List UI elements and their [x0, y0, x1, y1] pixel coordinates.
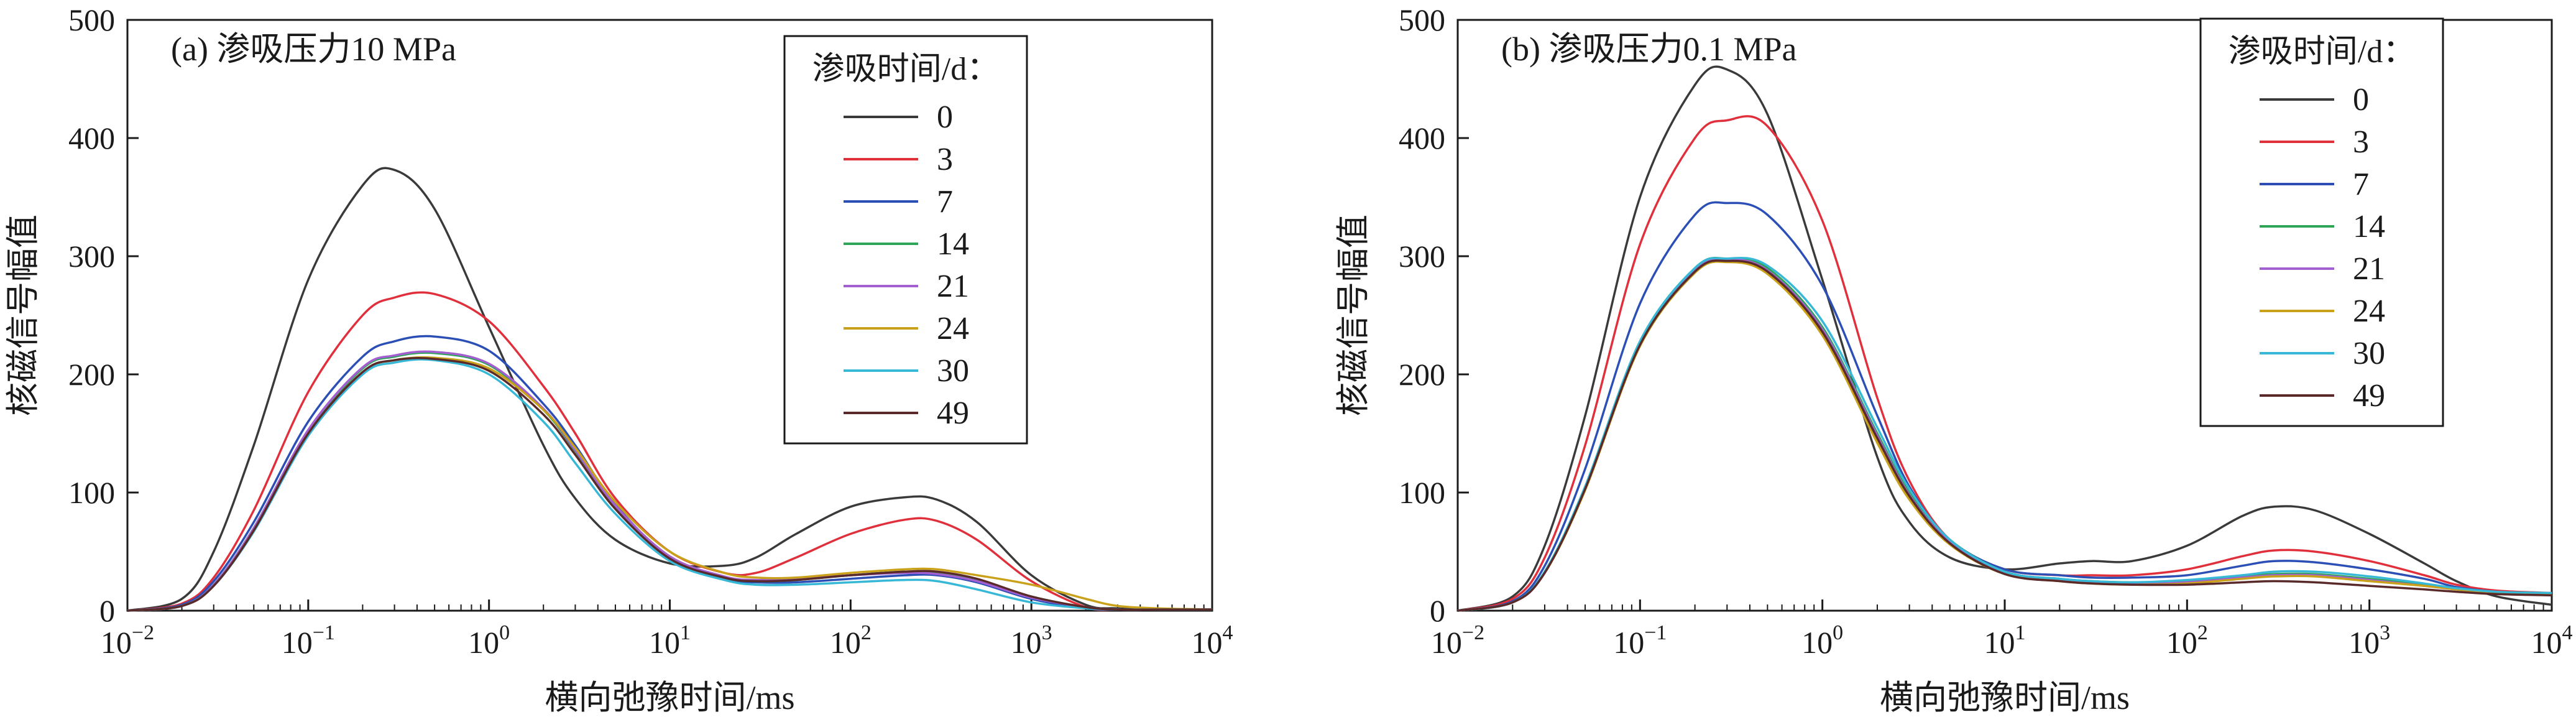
x-tick-label: 102: [2166, 621, 2208, 660]
legend-label-30: 30: [2353, 336, 2385, 371]
legend-box: [783, 35, 1028, 445]
series-line-14: [127, 351, 1212, 612]
x-tick-label: 10−1: [1613, 621, 1667, 660]
y-tick-label: 500: [1399, 2, 1445, 37]
legend-label-49: 49: [937, 396, 969, 431]
x-tick-label: 104: [1192, 621, 1233, 660]
legend-box: [2199, 17, 2444, 427]
legend-label-30: 30: [937, 353, 969, 389]
plot-frame: [126, 19, 1213, 612]
legend-title: 渗吸时间/d：: [812, 52, 999, 87]
y-axis-title: 核磁信号幅值: [4, 215, 42, 416]
x-tick-label: 100: [468, 621, 510, 660]
legend-label-24: 24: [2353, 294, 2385, 329]
y-tick-label: 100: [68, 475, 115, 510]
x-tick-label: 104: [2531, 621, 2573, 660]
x-tick-label: 10−2: [1431, 621, 1484, 660]
series-line-21: [127, 350, 1212, 612]
legend-label-7: 7: [937, 184, 953, 220]
x-tick-label: 10−1: [282, 621, 335, 660]
legend-label-0: 0: [2353, 82, 2369, 118]
x-tick-label: 101: [1984, 621, 2026, 660]
y-tick-label: 100: [1399, 475, 1445, 510]
y-tick-label: 0: [99, 593, 115, 628]
x-axis-title: 横向弛豫时间/ms: [545, 679, 794, 716]
x-tick-label: 10−2: [101, 621, 154, 660]
x-axis-title: 横向弛豫时间/ms: [1880, 679, 2130, 716]
y-tick-label: 200: [68, 357, 115, 392]
legend-label-21: 21: [937, 269, 969, 304]
y-axis-title: 核磁信号幅值: [1335, 215, 1372, 416]
y-tick-label: 400: [1399, 121, 1445, 155]
series-line-0: [1457, 65, 2552, 612]
legend-label-24: 24: [937, 311, 969, 346]
y-tick-label: 400: [68, 121, 115, 155]
legend-label-7: 7: [2353, 167, 2369, 202]
series-line-7: [127, 335, 1212, 612]
x-tick-label: 103: [2348, 621, 2390, 660]
x-tick-label: 103: [1011, 621, 1052, 660]
legend: 渗吸时间/d： 0 3 7 14 21 24 30 49: [783, 35, 1028, 445]
series-line-30: [127, 358, 1212, 612]
legend-label-0: 0: [937, 100, 953, 135]
series-line-30: [1457, 257, 2552, 612]
series-line-49: [127, 356, 1212, 612]
legend-label-14: 14: [937, 226, 969, 262]
y-tick-label: 500: [68, 2, 115, 37]
legend-label-3: 3: [937, 142, 953, 177]
x-tick-label: 102: [830, 621, 872, 660]
series-line-24: [127, 356, 1213, 612]
y-tick-label: 200: [1399, 357, 1445, 392]
legend: 渗吸时间/d： 0 3 7 14 21 24 30 49: [2199, 17, 2444, 427]
legend-label-21: 21: [2353, 251, 2385, 287]
legend-label-14: 14: [2353, 209, 2385, 244]
x-tick-label: 101: [649, 621, 691, 660]
panel-title: (b) 渗吸压力0.1 MPa: [1501, 30, 1797, 68]
series-line-49: [1457, 259, 2552, 612]
y-tick-label: 0: [1430, 593, 1445, 628]
x-tick-label: 100: [1801, 621, 1843, 660]
legend-title: 渗吸时间/d：: [2229, 34, 2415, 70]
y-tick-label: 300: [68, 239, 115, 274]
panel-title: (a) 渗吸压力10 MPa: [171, 30, 456, 68]
series-line-3: [1457, 115, 2552, 612]
legend-label-49: 49: [2353, 378, 2385, 414]
y-tick-label: 300: [1399, 239, 1445, 274]
series-line-3: [127, 291, 1212, 612]
series-line-0: [127, 167, 1213, 612]
legend-label-3: 3: [2353, 124, 2369, 160]
